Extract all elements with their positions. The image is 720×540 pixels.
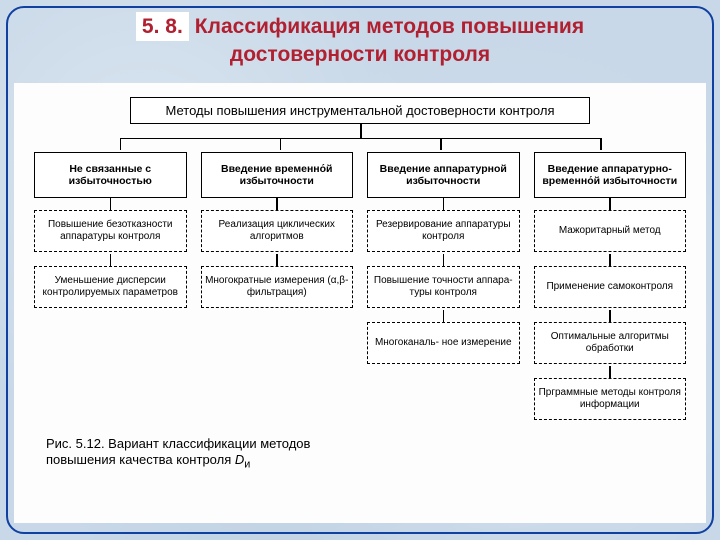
columns-row: Не связанные с избыточностью Повышение б… <box>26 152 694 422</box>
caption-subscript: и <box>244 458 250 470</box>
sub-connector <box>443 254 445 266</box>
sub-box: Многоканаль- ное измерение <box>367 322 520 364</box>
caption-variable: D <box>235 452 244 467</box>
sub-box: Повышение безотказности аппаратуры контр… <box>34 210 187 252</box>
sub-connector <box>276 254 278 266</box>
category-box: Не связанные с избыточностью <box>34 152 187 198</box>
sub-box: Уменьшение дисперсии контролируемых пара… <box>34 266 187 308</box>
sub-box: Многократные измерения (α,β-фильтрация) <box>201 266 354 308</box>
drop-3 <box>600 138 602 150</box>
slide-title: 5. 8. Классификация методов повышения дос… <box>0 0 720 77</box>
col-3: Введение аппаратурно- временно́й избыточ… <box>534 152 687 422</box>
root-node: Методы повышения инструментальной достов… <box>130 97 590 124</box>
col-2: Введение аппаратурной избыточности Резер… <box>367 152 520 422</box>
category-box: Введение аппаратурно- временно́й избыточ… <box>534 152 687 198</box>
sub-connector <box>276 198 278 210</box>
category-box: Введение аппаратурной избыточности <box>367 152 520 198</box>
sub-connector <box>110 254 112 266</box>
drop-2 <box>440 138 442 150</box>
sub-connector <box>110 198 112 210</box>
sub-box: Прграммные методы контроля информации <box>534 378 687 420</box>
col-1: Введение временно́й избыточности Реализа… <box>201 152 354 422</box>
sub-connector <box>609 254 611 266</box>
root-stem <box>360 124 362 138</box>
figure-caption: Рис. 5.12. Вариант классификации методов… <box>26 422 366 472</box>
sub-box: Оптимальные алгоритмы обработки <box>534 322 687 364</box>
root-hline <box>120 138 601 140</box>
caption-line-1: Рис. 5.12. Вариант классификации методов <box>46 436 310 451</box>
root-connectors <box>26 132 694 150</box>
sub-connector <box>609 310 611 322</box>
col-0: Не связанные с избыточностью Повышение б… <box>34 152 187 422</box>
caption-line-2: повышения качества контроля <box>46 452 235 467</box>
sub-box: Применение самоконтроля <box>534 266 687 308</box>
drop-0 <box>120 138 122 150</box>
title-line-2: достоверности контроля <box>40 41 680 68</box>
sub-connector <box>443 310 445 322</box>
sub-box: Реализация циклических алгоритмов <box>201 210 354 252</box>
sub-connector <box>609 198 611 210</box>
drop-1 <box>280 138 282 150</box>
sub-box: Мажоритарный метод <box>534 210 687 252</box>
diagram-panel: Методы повышения инструментальной достов… <box>14 83 706 523</box>
category-box: Введение временно́й избыточности <box>201 152 354 198</box>
title-line-1: Классификация методов повышения <box>195 15 584 38</box>
sub-connector <box>443 198 445 210</box>
sub-box: Резервирование аппаратуры контроля <box>367 210 520 252</box>
sub-box: Повышение точности аппара- туры контроля <box>367 266 520 308</box>
sub-connector <box>609 366 611 378</box>
title-number: 5. 8. <box>136 12 189 41</box>
